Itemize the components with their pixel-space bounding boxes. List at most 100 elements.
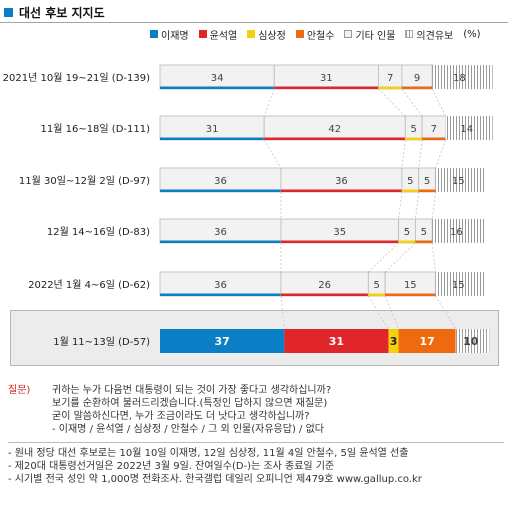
data-label: 31 (206, 124, 219, 135)
bar-color-strip (401, 189, 419, 192)
data-label: 34 (211, 73, 224, 84)
bar-color-strip (401, 86, 433, 89)
connector-line (263, 88, 275, 117)
bar-segment (432, 65, 493, 89)
category-label: 11월 16~18일 (D-111) (40, 123, 150, 135)
legend-swatch (344, 30, 353, 38)
legend-item: 심상정 (247, 27, 286, 42)
title-square-icon (4, 7, 13, 17)
data-label: 5 (374, 280, 380, 291)
data-label: 3 (390, 335, 398, 348)
category-label: 12월 14~16일 (D-83) (47, 226, 150, 238)
connector-line (367, 295, 389, 330)
connector-line (368, 242, 399, 273)
question-line: - 이재명 / 윤석열 / 심상정 / 안철수 / 그 외 인물(자유응답) /… (52, 424, 324, 435)
bar-segment (398, 329, 456, 353)
data-label: 17 (419, 335, 434, 348)
connector-line (378, 88, 406, 117)
data-label: 42 (328, 124, 341, 135)
connector-line (414, 191, 420, 220)
data-label: 10 (463, 335, 479, 348)
legend-swatch (198, 30, 207, 38)
data-label: 15 (404, 280, 417, 291)
category-label: 2022년 1월 4~6일 (D-62) (28, 279, 150, 291)
bar-color-strip (405, 137, 423, 140)
connector-line (263, 139, 282, 169)
data-label: 7 (431, 124, 437, 135)
legend-swatch (405, 30, 414, 38)
question-line: 귀하는 누가 다음번 대통령이 되는 것이 가장 좋다고 생각하십니까? (52, 385, 332, 396)
bar-color-strip (160, 86, 275, 89)
note-line: - 제20대 대통령선거일은 2022년 3월 9일. 잔여일수(D-)는 조사… (8, 461, 335, 472)
data-label: 36 (214, 176, 227, 187)
data-label: 5 (410, 124, 416, 135)
question-line: 굳이 말씀하신다면, 누가 조금이라도 더 낫다고 생각하십니까? (52, 411, 310, 422)
title-divider (0, 22, 508, 23)
bar-color-strip (418, 189, 436, 192)
bar-segment (280, 167, 403, 193)
data-label: 5 (421, 227, 427, 238)
connector-line (435, 295, 457, 330)
bar-color-strip (280, 240, 399, 243)
bar-color-strip (280, 189, 402, 192)
bar-color-strip (280, 293, 369, 296)
footnote-divider (8, 442, 504, 443)
question-block: 질문) 귀하는 누가 다음번 대통령이 되는 것이 가장 좋다고 생각하십니까?… (8, 384, 504, 436)
connector-line (431, 242, 436, 273)
chart-title: 대선 후보 지지도 (19, 5, 105, 20)
bar-segment (280, 218, 399, 244)
connector-line (431, 191, 436, 220)
connector-line (384, 295, 399, 330)
data-label: 9 (414, 73, 420, 84)
legend-item: 의견유보 (405, 27, 453, 42)
bar-segment (445, 116, 493, 140)
legend: 이재명 윤석열 심상정 안철수 기타 인물 의견유보 (%) (150, 26, 481, 42)
bar-segment (280, 271, 369, 297)
data-label: 18 (453, 73, 466, 84)
data-label: 36 (214, 227, 227, 238)
connector-line (401, 139, 406, 169)
bar-color-strip (160, 137, 265, 140)
bar-color-strip (160, 240, 281, 243)
bar-color-strip (368, 293, 386, 296)
data-label: 16 (450, 227, 463, 238)
connector-line (431, 88, 446, 117)
legend-unit: (%) (463, 28, 481, 40)
notes: - 원내 정당 대선 후보로는 10월 10일 이재명, 12일 심상정, 11… (8, 447, 504, 486)
footnotes: 질문) 귀하는 누가 다음번 대통령이 되는 것이 가장 좋다고 생각하십니까?… (8, 384, 504, 486)
connector-line (384, 242, 416, 273)
data-label: 5 (424, 176, 430, 187)
data-label: 15 (452, 176, 465, 187)
bar-segment (159, 64, 275, 90)
data-label: 35 (333, 227, 346, 238)
bar-segment (435, 168, 486, 192)
bar-segment (284, 329, 389, 353)
bar-color-strip (378, 86, 402, 89)
legend-swatch (247, 30, 256, 38)
data-label: 31 (329, 335, 344, 348)
legend-item: 기타 인물 (344, 27, 395, 42)
connector-line (435, 139, 446, 169)
bar-color-strip (398, 240, 416, 243)
data-label: 26 (318, 280, 331, 291)
question-label: 질문) (8, 385, 31, 396)
legend-label: 안철수 (306, 30, 335, 42)
data-label: 7 (387, 73, 393, 84)
bar-segment (160, 329, 285, 353)
data-label: 37 (215, 335, 230, 348)
category-label: 11월 30일~12월 2일 (D-97) (19, 175, 150, 187)
bar-color-strip (422, 137, 446, 140)
legend-label: 윤석열 (209, 30, 238, 42)
note-line: - 시기별 전국 성인 약 1,000명 전화조사. 한국갤럽 데일리 오피니언… (8, 474, 422, 485)
legend-label: 심상정 (258, 30, 286, 42)
data-label: 5 (404, 227, 410, 238)
connector-line (280, 295, 285, 330)
legend-swatch (150, 30, 158, 38)
legend-label: 의견유보 (416, 30, 454, 42)
data-label: 15 (452, 280, 465, 291)
bar-segment (435, 272, 486, 296)
question-line: 보기를 순환하여 불러드리겠습니다.(특정인 답하지 않으면 재질문) (52, 398, 328, 409)
question-text: 귀하는 누가 다음번 대통령이 되는 것이 가장 좋다고 생각하십니까? 보기를… (52, 384, 331, 436)
bar-segment (388, 329, 399, 353)
data-label: 14 (460, 124, 473, 135)
